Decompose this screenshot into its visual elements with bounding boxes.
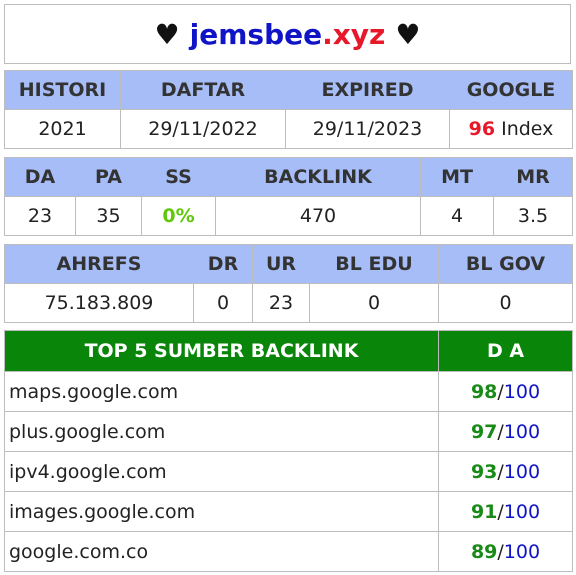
header-da: DA [4, 157, 76, 197]
table-row: ipv4.google.com 93/100 [4, 451, 573, 492]
table-header-row: TOP 5 SUMBER BACKLINK D A [4, 330, 573, 372]
header-bl-gov: BL GOV [438, 244, 573, 284]
bl-gov-value: 0 [438, 283, 573, 323]
da-score: 89 [470, 540, 498, 563]
table-header-row: DA PA SS BACKLINK MT MR [4, 157, 573, 197]
backlink-site: ipv4.google.com [4, 451, 439, 492]
backlink-da: 89/100 [438, 531, 573, 572]
ahrefs-metrics-table: AHREFS DR UR BL EDU BL GOV 75.183.809 0 … [4, 244, 573, 323]
google-index-count: 96 [468, 118, 496, 140]
google-index-label: Index [501, 118, 554, 140]
header-mt: MT [420, 157, 494, 197]
header-pa: PA [75, 157, 142, 197]
da-score: 93 [470, 460, 498, 483]
table-header-row: HISTORI DAFTAR EXPIRED GOOGLE [4, 70, 573, 110]
da-separator: / [497, 540, 504, 563]
heart-icon: ♥ [154, 17, 180, 51]
backlink-site: plus.google.com [4, 411, 439, 452]
header-ss: SS [141, 157, 216, 197]
header-histori: HISTORI [4, 70, 121, 110]
table-row: 2021 29/11/2022 29/11/2023 96 Index [4, 109, 573, 149]
header-top-sources: TOP 5 SUMBER BACKLINK [4, 330, 439, 372]
da-max: 100 [503, 380, 541, 403]
table-header-row: AHREFS DR UR BL EDU BL GOV [4, 244, 573, 284]
seo-metrics-table: DA PA SS BACKLINK MT MR 23 35 0% 470 4 3… [4, 157, 573, 236]
da-max: 100 [503, 500, 541, 523]
table-row: plus.google.com 97/100 [4, 411, 573, 452]
top-backlinks-table: TOP 5 SUMBER BACKLINK D A maps.google.co… [4, 330, 573, 572]
table-row: 75.183.809 0 23 0 0 [4, 283, 573, 323]
ur-value: 23 [252, 283, 310, 323]
table-row: maps.google.com 98/100 [4, 371, 573, 412]
header-bl-edu: BL EDU [309, 244, 439, 284]
ahrefs-value: 75.183.809 [4, 283, 194, 323]
pa-value: 35 [75, 196, 142, 236]
bl-edu-value: 0 [309, 283, 439, 323]
google-index-value: 96 Index [449, 109, 573, 149]
header-mr: MR [493, 157, 573, 197]
dr-value: 0 [193, 283, 253, 323]
backlink-da: 97/100 [438, 411, 573, 452]
da-max: 100 [503, 460, 541, 483]
header-google: GOOGLE [449, 70, 573, 110]
table-row: 23 35 0% 470 4 3.5 [4, 196, 573, 236]
backlink-site: google.com.co [4, 531, 439, 572]
backlink-value: 470 [215, 196, 421, 236]
header-daftar: DAFTAR [120, 70, 286, 110]
domain-history-table: HISTORI DAFTAR EXPIRED GOOGLE 2021 29/11… [4, 70, 573, 149]
da-separator: / [497, 420, 504, 443]
domain-name: jemsbee [189, 17, 323, 51]
da-max: 100 [503, 420, 541, 443]
domain-tld: .xyz [322, 17, 386, 51]
daftar-value: 29/11/2022 [120, 109, 286, 149]
header-ahrefs: AHREFS [4, 244, 194, 284]
da-separator: / [497, 460, 504, 483]
header-expired: EXPIRED [285, 70, 450, 110]
backlink-site: maps.google.com [4, 371, 439, 412]
da-score: 91 [470, 500, 498, 523]
site-title: ♥ jemsbee .xyz ♥ [4, 4, 571, 64]
backlink-da: 93/100 [438, 451, 573, 492]
da-score: 97 [470, 420, 498, 443]
expired-value: 29/11/2023 [285, 109, 450, 149]
histori-value: 2021 [4, 109, 121, 149]
header-dr: DR [193, 244, 253, 284]
header-ur: UR [252, 244, 310, 284]
da-value: 23 [4, 196, 76, 236]
backlink-da: 98/100 [438, 371, 573, 412]
mt-value: 4 [420, 196, 494, 236]
da-score: 98 [470, 380, 498, 403]
mr-value: 3.5 [493, 196, 573, 236]
da-max: 100 [503, 540, 541, 563]
table-row: images.google.com 91/100 [4, 491, 573, 532]
header-da-score: D A [438, 330, 573, 372]
table-row: google.com.co 89/100 [4, 531, 573, 572]
heart-icon: ♥ [395, 17, 421, 51]
backlink-site: images.google.com [4, 491, 439, 532]
ss-value: 0% [141, 196, 216, 236]
da-separator: / [497, 500, 504, 523]
da-separator: / [497, 380, 504, 403]
backlink-da: 91/100 [438, 491, 573, 532]
header-backlink: BACKLINK [215, 157, 421, 197]
